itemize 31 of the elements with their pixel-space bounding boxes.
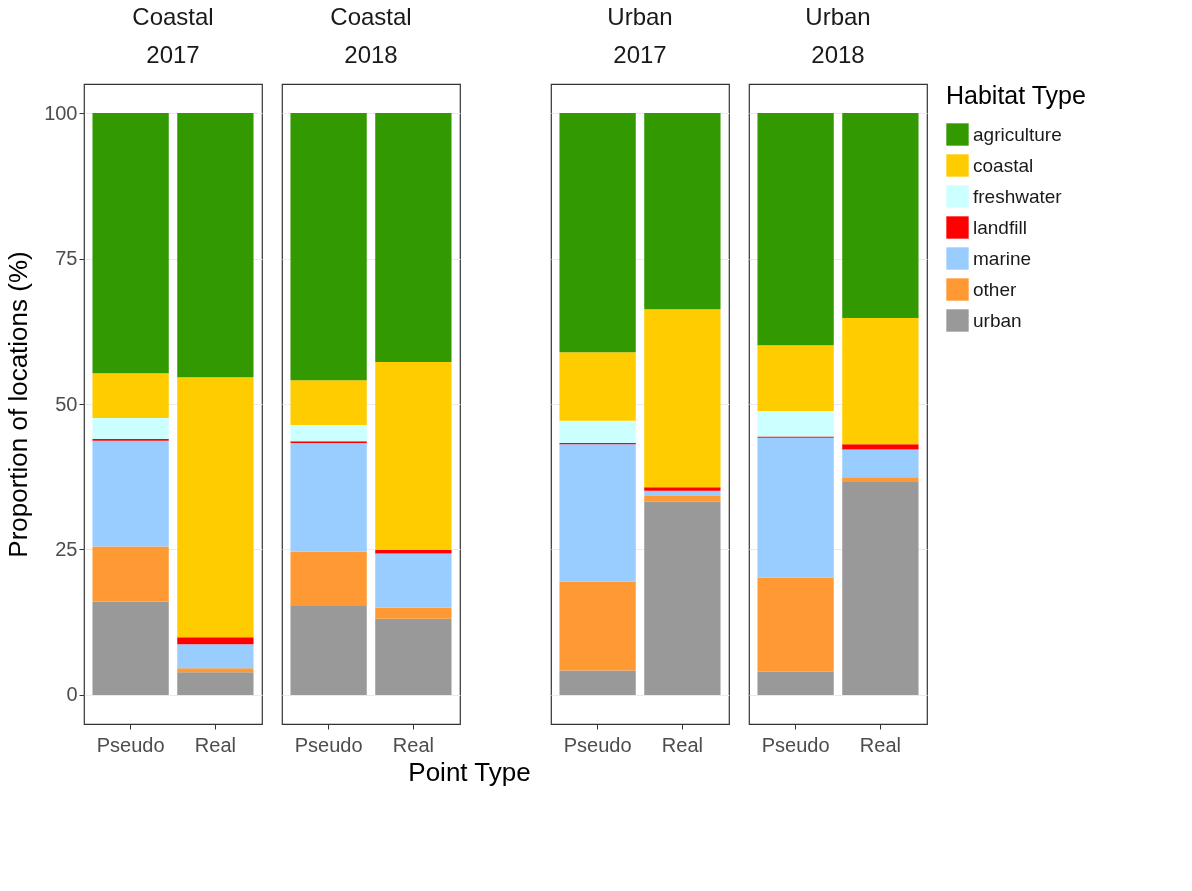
x-tick-label: Pseudo — [761, 733, 830, 756]
legend-label: agriculture — [973, 123, 1062, 145]
y-tick-label: 25 — [55, 537, 78, 560]
chart-title: Urban — [805, 3, 871, 30]
legend-label: landfill — [973, 216, 1027, 238]
y-tick-label: 50 — [55, 392, 78, 415]
chart-subtitle: 2018 — [811, 41, 865, 68]
legend-title: Habitat Type — [946, 81, 1086, 109]
legend-label: freshwater — [973, 185, 1063, 207]
y-tick-label: 0 — [66, 683, 78, 706]
legend-label: coastal — [973, 154, 1034, 176]
y-axis-title: Proportion of locations (%) — [3, 251, 34, 558]
x-tick-label: Real — [392, 733, 434, 756]
chart-subtitle: 2017 — [613, 41, 667, 68]
y-tick-label: 75 — [55, 247, 78, 270]
x-tick-label: Pseudo — [96, 733, 165, 756]
x-tick-label: Real — [661, 733, 703, 756]
x-tick-label: Real — [859, 733, 901, 756]
legend-label: other — [973, 278, 1017, 300]
y-tick-label: 100 — [44, 101, 78, 124]
chart-title: Urban — [607, 3, 673, 30]
x-tick-label: Pseudo — [294, 733, 363, 756]
x-tick-label: Pseudo — [563, 733, 632, 756]
x-tick-label: Real — [194, 733, 236, 756]
x-axis-title: Point Type — [408, 756, 531, 787]
chart-title: Coastal — [330, 3, 412, 30]
chart-title: Coastal — [132, 3, 214, 30]
legend-label: urban — [973, 309, 1022, 331]
legend-label: marine — [973, 247, 1032, 269]
chart-subtitle: 2017 — [146, 41, 200, 68]
chart-subtitle: 2018 — [344, 41, 398, 68]
